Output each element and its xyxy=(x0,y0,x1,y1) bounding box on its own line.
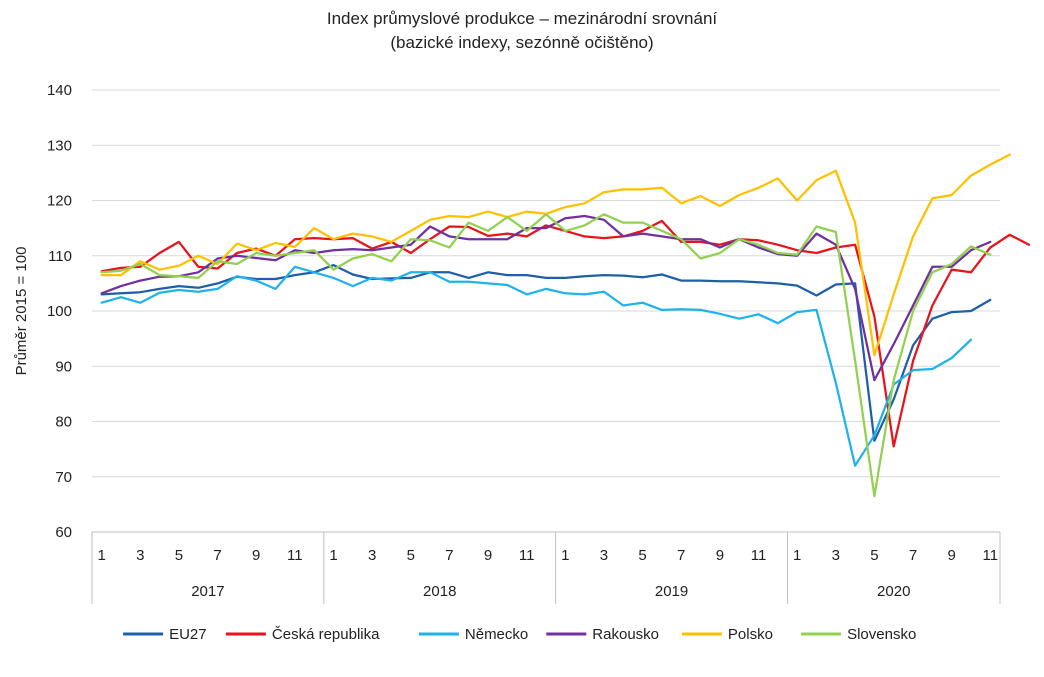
series-line-n-mecko xyxy=(100,265,973,467)
legend-label: Slovensko xyxy=(847,626,916,643)
y-axis-label: Průměr 2015 = 100 xyxy=(13,247,30,376)
series-line-slovensko xyxy=(100,213,992,498)
x-tick-label: 7 xyxy=(213,547,221,564)
x-tick-label: 5 xyxy=(638,547,646,564)
x-tick-label: 9 xyxy=(716,547,724,564)
x-tick-label: 3 xyxy=(136,547,144,564)
year-label: 2018 xyxy=(423,583,456,600)
year-label: 2020 xyxy=(877,583,910,600)
x-tick-label: 3 xyxy=(600,547,608,564)
legend: EU27 Česká republika Německo Rakousko Polsko… xyxy=(123,626,916,643)
series-line-polsko xyxy=(100,153,1011,357)
y-tick-label: 70 xyxy=(55,469,72,486)
legend-label: Česká republika xyxy=(272,626,380,643)
x-tick-label: 1 xyxy=(329,547,337,564)
x-tick-label: 5 xyxy=(175,547,183,564)
y-tick-label: 120 xyxy=(47,193,72,210)
x-tick-label: 9 xyxy=(948,547,956,564)
year-label: 2017 xyxy=(191,583,224,600)
y-tick-label: 60 xyxy=(55,524,72,541)
gridlines xyxy=(92,89,1000,533)
x-tick-label: 7 xyxy=(445,547,453,564)
x-tick-label: 7 xyxy=(677,547,685,564)
x-tick-label: 1 xyxy=(793,547,801,564)
chart-title: Index průmyslové produkce – mezinárodní … xyxy=(327,9,718,28)
x-tick-label: 11 xyxy=(287,547,303,564)
series-line--esk-republika xyxy=(100,219,1031,448)
x-tick-label: 11 xyxy=(983,547,999,564)
x-tick-label: 7 xyxy=(909,547,917,564)
y-tick-label: 110 xyxy=(48,248,72,265)
y-tick-label: 130 xyxy=(47,137,72,154)
legend-label: Rakousko xyxy=(592,626,659,643)
x-tick-label: 5 xyxy=(407,547,415,564)
x-tick-label: 3 xyxy=(368,547,376,564)
x-tick-label: 1 xyxy=(97,547,105,564)
legend-label: Polsko xyxy=(728,626,773,643)
x-tick-label: 9 xyxy=(484,547,492,564)
y-tick-label: 80 xyxy=(55,414,72,431)
year-label: 2019 xyxy=(655,583,688,600)
legend-label: Německo xyxy=(465,626,528,643)
x-tick-label: 3 xyxy=(832,547,840,564)
x-tick-label: 9 xyxy=(252,547,260,564)
x-tick-label: 1 xyxy=(561,547,569,564)
series-lines xyxy=(100,153,1031,498)
x-tick-label: 11 xyxy=(751,547,767,564)
x-tick-label: 11 xyxy=(519,547,535,564)
y-tick-label: 90 xyxy=(55,358,72,375)
series-line-eu27 xyxy=(100,263,992,442)
x-tick-label: 5 xyxy=(870,547,878,564)
chart-subtitle: (bazické indexy, sezónně očištěno) xyxy=(390,33,653,52)
y-tick-label: 100 xyxy=(47,303,72,320)
legend-label: EU27 xyxy=(169,626,207,643)
y-tick-label: 140 xyxy=(47,82,72,99)
